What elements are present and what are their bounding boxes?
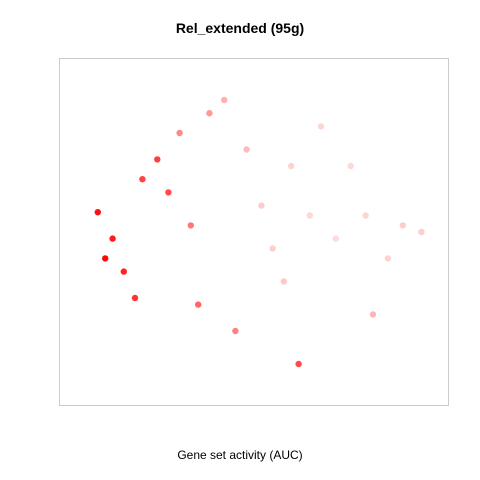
cell-point	[187, 222, 194, 229]
cell-point	[109, 235, 116, 242]
cell-point	[369, 311, 377, 318]
cell-point	[280, 278, 287, 285]
cell-point	[295, 360, 302, 368]
cell-point	[418, 228, 425, 236]
cell-point	[332, 235, 339, 242]
cell-point	[139, 176, 146, 183]
cell-point	[206, 110, 213, 117]
cell-point	[269, 245, 276, 252]
cell-point	[221, 96, 228, 104]
cell-point	[362, 212, 369, 219]
cell-point	[243, 146, 250, 153]
chart-title: Rel_extended (95g)	[175, 20, 305, 36]
cell-point	[317, 123, 325, 130]
plot-frame	[59, 58, 449, 406]
cell-point	[399, 222, 406, 229]
cell-point	[120, 268, 128, 275]
x-axis-label: Gene set activity (AUC)	[177, 448, 303, 462]
cell-point	[306, 212, 313, 219]
cell-points	[94, 96, 425, 368]
cell-point	[102, 255, 109, 262]
cell-point	[232, 327, 239, 335]
cell-point	[258, 202, 265, 209]
cell-point	[195, 301, 202, 308]
cell-point	[288, 162, 295, 170]
cell-point	[384, 255, 392, 262]
cell-point	[347, 162, 354, 170]
cell-point	[131, 294, 139, 302]
cell-point	[94, 209, 102, 216]
cell-point	[176, 129, 183, 137]
cell-point	[154, 156, 161, 163]
cell-point	[165, 189, 172, 196]
